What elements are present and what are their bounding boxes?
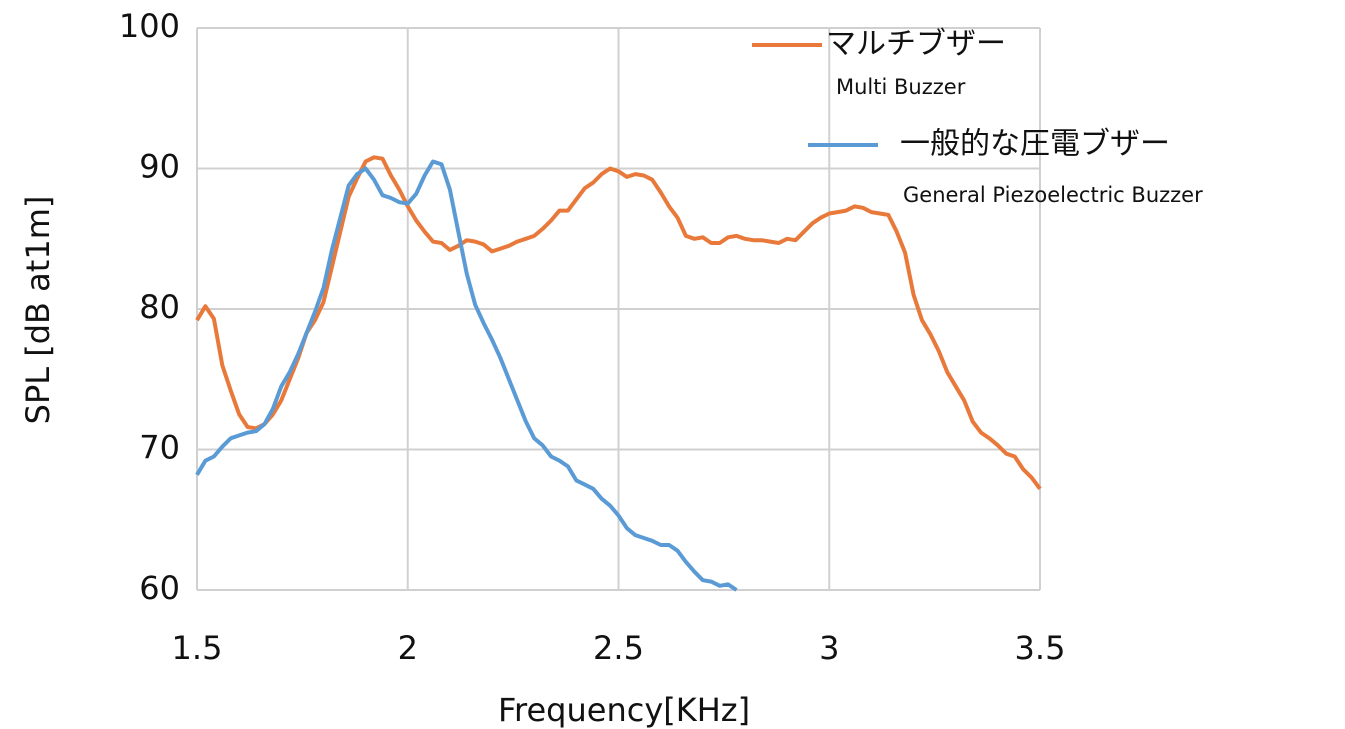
legend-subtitle: General Piezoelectric Buzzer: [903, 183, 1203, 207]
y-tick-label: 70: [139, 429, 180, 467]
legend-label: 一般的な圧電ブザー: [900, 127, 1170, 162]
x-axis-title: Frequency[KHz]: [498, 691, 750, 729]
y-tick-label: 100: [119, 7, 180, 45]
x-tick-label: 1.5: [172, 629, 223, 667]
x-tick-label: 2: [398, 629, 418, 667]
y-tick-label: 60: [139, 569, 180, 607]
legend-subtitle: Multi Buzzer: [836, 75, 966, 99]
x-tick-label: 3.5: [1015, 629, 1066, 667]
series-line: [195, 155, 1042, 490]
y-tick-label: 80: [139, 288, 180, 326]
y-tick-label: 90: [139, 148, 180, 186]
y-axis-title: SPL [dB at1m]: [19, 196, 57, 425]
x-tick-label: 2.5: [593, 629, 644, 667]
x-tick-label: 3: [819, 629, 839, 667]
series-line: [195, 159, 738, 592]
legend-label: マルチブザー: [826, 27, 1006, 62]
